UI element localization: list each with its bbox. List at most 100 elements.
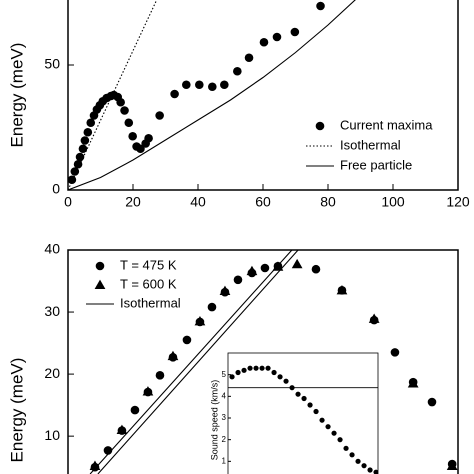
y-tick-label: 3 <box>222 413 227 422</box>
data-point <box>361 463 367 469</box>
y-tick-label: 30 <box>44 303 60 319</box>
data-point <box>390 348 400 357</box>
x-tick-label: 60 <box>255 194 271 210</box>
data-point <box>182 335 192 345</box>
x-tick-label: 0 <box>64 194 72 210</box>
y-tick-label: 1 <box>222 456 227 465</box>
x-tick-label: 20 <box>125 194 141 210</box>
data-point <box>337 437 343 443</box>
inset-background <box>228 353 378 474</box>
data-point <box>271 369 277 376</box>
data-point <box>331 430 337 436</box>
data-point <box>316 1 325 11</box>
data-point <box>73 159 83 169</box>
line-series <box>68 0 356 190</box>
plot-frame <box>227 352 379 474</box>
data-point <box>319 417 325 423</box>
data-point <box>194 315 206 326</box>
y-tick-label: 40 <box>44 241 60 257</box>
line-series <box>97 250 299 474</box>
line-series <box>89 250 293 474</box>
y-tick-label: 50 <box>44 56 60 72</box>
data-point <box>295 391 301 397</box>
data-point <box>277 374 283 380</box>
legend-label: Current maxima <box>340 117 433 132</box>
data-point <box>220 80 229 90</box>
data-point <box>283 378 289 384</box>
data-point <box>68 175 77 185</box>
data-point <box>290 27 300 37</box>
data-point <box>313 408 319 415</box>
y-tick-label: 2 <box>222 435 227 444</box>
data-point <box>116 424 128 434</box>
y-axis-label: Energy (meV) <box>7 358 26 463</box>
data-point <box>219 285 231 295</box>
data-point <box>124 118 134 128</box>
data-point <box>241 367 247 373</box>
y-tick-label: 4 <box>222 391 227 400</box>
y-tick-label: 20 <box>44 365 60 381</box>
data-point <box>75 152 85 162</box>
data-point <box>229 374 235 380</box>
data-point <box>155 371 165 380</box>
data-point <box>336 284 348 295</box>
data-point <box>144 133 153 143</box>
data-point <box>427 397 437 407</box>
data-point <box>259 37 269 47</box>
data-point <box>311 264 321 274</box>
data-point <box>78 144 88 154</box>
data-point <box>155 111 164 120</box>
data-point <box>247 365 253 371</box>
x-tick-label: 100 <box>381 194 405 210</box>
y-axis-label: Energy (meV) <box>7 43 26 148</box>
x-tick-label: 40 <box>190 194 206 210</box>
data-point <box>265 365 271 371</box>
data-point <box>182 80 191 90</box>
data-point <box>80 136 90 145</box>
data-point <box>246 265 258 276</box>
legend-marker <box>315 121 325 131</box>
y-tick-label: 10 <box>44 427 60 443</box>
data-point <box>233 66 242 76</box>
data-point <box>343 445 349 451</box>
legend-label: T = 475 K <box>120 257 177 272</box>
line-series <box>68 0 158 190</box>
data-point <box>235 369 241 376</box>
legend-label: Isothermal <box>120 295 181 310</box>
data-point <box>208 82 217 92</box>
plot-area <box>68 0 356 190</box>
y-tick-label: 0 <box>52 181 60 197</box>
data-point <box>349 452 355 458</box>
data-point <box>253 365 259 371</box>
data-point <box>130 405 140 415</box>
data-point <box>368 313 380 323</box>
data-point <box>446 460 458 470</box>
data-point <box>207 302 217 312</box>
data-point <box>83 127 93 137</box>
data-point <box>116 97 125 107</box>
data-point <box>195 80 204 90</box>
data-point <box>291 258 303 269</box>
data-point <box>167 350 179 361</box>
data-point <box>307 402 313 408</box>
data-point <box>128 131 137 141</box>
x-tick-label: 120 <box>446 194 470 210</box>
data-point <box>367 467 373 473</box>
y-axis-label: Sound speed (km/s) <box>209 380 219 461</box>
data-point <box>301 395 307 402</box>
data-point <box>89 460 101 470</box>
x-tick-label: 80 <box>320 194 336 210</box>
data-point <box>259 365 265 371</box>
data-point <box>355 458 361 464</box>
data-point <box>407 378 419 388</box>
plot-area <box>89 250 458 474</box>
legend-marker <box>95 261 105 271</box>
legend-label: T = 600 K <box>120 276 177 291</box>
data-point <box>136 144 145 154</box>
data-point <box>233 275 243 285</box>
data-point <box>272 32 282 42</box>
data-point <box>120 106 129 115</box>
legend-label: Isothermal <box>340 137 401 152</box>
plot-area <box>228 365 378 474</box>
